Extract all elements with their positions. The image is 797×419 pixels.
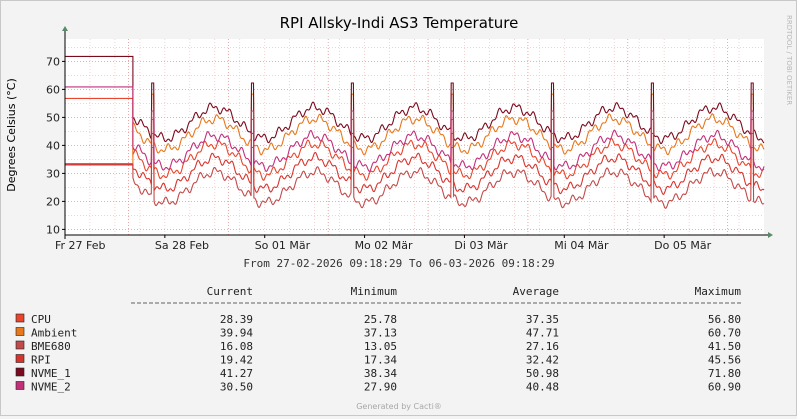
column-header: Maximum xyxy=(695,285,742,298)
x-axis-arrow xyxy=(768,232,773,238)
legend-value-current: 28.39 xyxy=(220,313,253,326)
x-tick-label: Do 05 Mär xyxy=(654,239,711,252)
legend-value-maximum: 60.70 xyxy=(708,327,741,340)
legend-value-average: 27.16 xyxy=(526,340,559,353)
legend-value-maximum: 71.80 xyxy=(708,367,741,380)
legend-swatch xyxy=(15,340,25,350)
legend-value-minimum: 37.13 xyxy=(364,327,397,340)
legend-swatch xyxy=(15,354,25,363)
y-tick-label: 10 xyxy=(46,223,60,236)
series-line-cpu xyxy=(65,97,765,181)
legend-value-average: 37.35 xyxy=(526,313,559,326)
y-tick-label: 30 xyxy=(46,167,60,180)
x-tick-label: Di 03 Mär xyxy=(454,239,508,252)
y-tick-label: 20 xyxy=(46,195,60,208)
legend-value-minimum: 38.34 xyxy=(364,367,397,380)
grid-lines xyxy=(65,39,764,235)
series-line-ambient xyxy=(65,93,765,165)
x-tick-label: So 01 Mär xyxy=(255,239,311,252)
y-tick-label: 70 xyxy=(46,55,60,68)
range-text: From 27-02-2026 09:18:29 To 06-03-2026 0… xyxy=(243,257,554,270)
watermark: RRDTOOL / TOBI OETIKER xyxy=(785,15,793,105)
legend-series-name: NVME_1 xyxy=(31,367,71,380)
x-tick-label: Sa 28 Feb xyxy=(155,239,209,252)
series-lines xyxy=(65,55,765,209)
legend-value-average: 32.42 xyxy=(526,354,559,367)
x-tick-label: Mi 04 Mär xyxy=(554,239,609,252)
column-header: Average xyxy=(513,285,559,298)
series-line-nvme_1 xyxy=(65,55,765,145)
y-axis-arrow xyxy=(62,26,68,31)
legend-value-average: 40.48 xyxy=(526,381,559,394)
legend-series-name: BME680 xyxy=(31,340,71,353)
legend-value-average: 47.71 xyxy=(526,327,559,340)
legend-value-average: 50.98 xyxy=(526,367,559,380)
legend-series-name: Ambient xyxy=(31,327,77,340)
legend-value-maximum: 56.80 xyxy=(708,313,741,326)
y-tick-label: 60 xyxy=(46,83,60,96)
column-header: Minimum xyxy=(351,285,398,298)
legend-value-current: 19.42 xyxy=(220,354,253,367)
legend-table: Current Minimum Average Maximum CPU 28.39 25.7… xyxy=(15,285,743,394)
axes xyxy=(62,26,773,239)
legend-value-current: 16.08 xyxy=(220,340,253,353)
legend-swatch xyxy=(15,313,25,323)
legend-value-minimum: 13.05 xyxy=(364,340,397,353)
legend-value-maximum: 45.56 xyxy=(708,354,741,367)
legend-value-minimum: 25.78 xyxy=(364,313,397,326)
legend-value-current: 41.27 xyxy=(220,367,253,380)
legend-value-current: 39.94 xyxy=(220,327,253,340)
y-tick-labels: 10 20 30 40 50 60 70 xyxy=(46,55,60,236)
column-header: Current xyxy=(207,285,253,298)
legend-value-current: 30.50 xyxy=(220,381,253,394)
legend-value-minimum: 27.90 xyxy=(364,381,397,394)
legend-series-name: NVME_2 xyxy=(31,381,71,394)
legend-swatch xyxy=(15,327,25,336)
chart-title: RPI Allsky-Indi AS3 Temperature xyxy=(280,14,519,32)
series-line-rpi xyxy=(65,132,765,196)
footer: Generated by Cacti® xyxy=(356,402,442,411)
y-tick-label: 40 xyxy=(46,139,60,152)
legend-value-maximum: 60.90 xyxy=(708,381,741,394)
series-line-nvme_2 xyxy=(65,86,765,173)
legend-series-name: CPU xyxy=(31,313,51,326)
x-tick-label: Mo 02 Mär xyxy=(355,239,413,252)
legend-swatch xyxy=(15,367,25,377)
legend-swatch xyxy=(15,381,25,390)
legend-value-minimum: 17.34 xyxy=(364,354,397,367)
legend-series-name: RPI xyxy=(31,354,51,367)
y-tick-label: 50 xyxy=(46,111,60,124)
plot-area xyxy=(65,39,764,235)
legend-value-maximum: 41.50 xyxy=(708,340,741,353)
x-tick-label: Fr 27 Feb xyxy=(55,239,106,252)
series-line-bme680 xyxy=(65,146,765,209)
y-axis-label: Degrees Celsius (°C) xyxy=(5,78,18,192)
x-tick-labels: Fr 27 Feb Sa 28 Feb So 01 Mär Mo 02 Mär Di 0… xyxy=(55,239,712,252)
